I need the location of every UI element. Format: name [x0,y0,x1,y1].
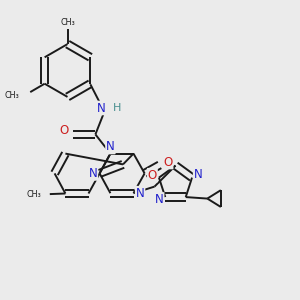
Text: N: N [194,168,203,181]
Text: N: N [155,193,164,206]
Text: O: O [148,169,157,182]
Text: O: O [164,155,172,169]
Text: N: N [88,167,98,180]
Text: CH₃: CH₃ [26,190,41,199]
Text: CH₃: CH₃ [5,91,20,100]
Text: N: N [136,187,145,200]
Text: N: N [96,101,105,115]
Text: O: O [59,124,68,137]
Text: H: H [113,103,121,113]
Text: CH₃: CH₃ [60,18,75,27]
Text: N: N [106,140,115,154]
